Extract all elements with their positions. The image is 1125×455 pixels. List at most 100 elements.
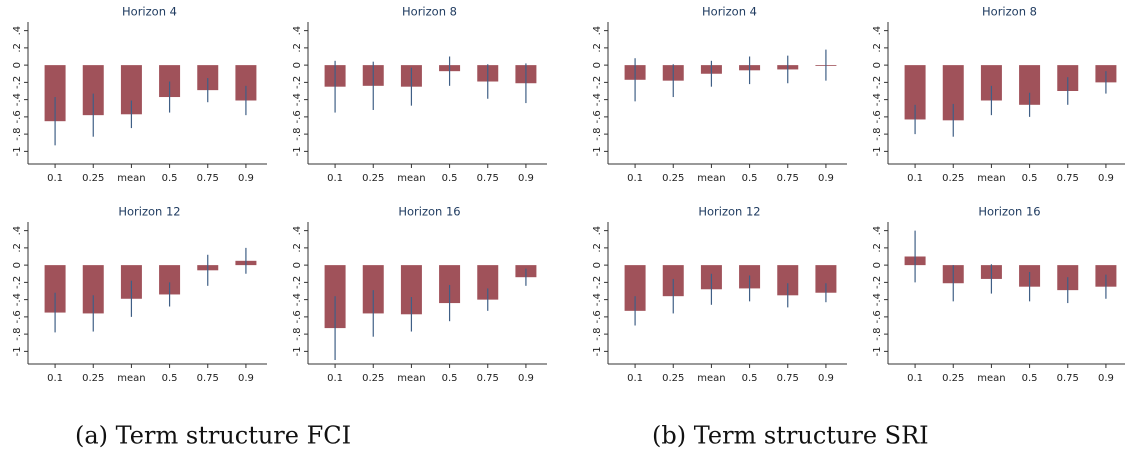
bar bbox=[624, 265, 646, 311]
y-tick-label: -1 bbox=[292, 146, 303, 156]
y-tick-label: 0 bbox=[872, 62, 883, 68]
bar bbox=[477, 265, 499, 300]
x-tick-label: mean bbox=[117, 373, 145, 384]
x-tick-label: 0.75 bbox=[197, 373, 219, 384]
y-tick-label: 0 bbox=[292, 62, 303, 68]
x-tick-label: 0.5 bbox=[442, 373, 458, 384]
bar bbox=[400, 265, 422, 315]
y-tick-label: -.8 bbox=[12, 328, 23, 341]
y-tick-label: -.6 bbox=[872, 110, 883, 123]
x-tick-label: 0.9 bbox=[818, 173, 834, 184]
x-tick-label: 0.25 bbox=[662, 173, 684, 184]
y-tick-label: -1 bbox=[872, 346, 883, 356]
y-tick-label: -.6 bbox=[592, 310, 603, 323]
x-tick-label: mean bbox=[397, 173, 425, 184]
y-tick-label: -.8 bbox=[292, 128, 303, 141]
chart-title: Horizon 12 bbox=[698, 205, 760, 219]
x-tick-label: 0.75 bbox=[777, 373, 799, 384]
x-tick-label: 0.1 bbox=[907, 373, 923, 384]
bar bbox=[120, 65, 142, 115]
y-tick-label: -.6 bbox=[592, 110, 603, 123]
x-tick-label: 0.25 bbox=[362, 373, 384, 384]
y-tick-label: .4 bbox=[592, 226, 603, 236]
x-tick-label: 0.5 bbox=[1022, 173, 1038, 184]
x-tick-label: 0.1 bbox=[327, 373, 343, 384]
y-tick-label: -.4 bbox=[292, 293, 303, 306]
x-tick-label: 0.9 bbox=[1098, 373, 1114, 384]
y-tick-label: -.4 bbox=[292, 93, 303, 106]
y-tick-label: -.4 bbox=[12, 93, 23, 106]
y-tick-label: -.2 bbox=[12, 76, 23, 89]
x-tick-label: mean bbox=[697, 373, 725, 384]
y-tick-label: -.6 bbox=[292, 110, 303, 123]
y-tick-label: -.2 bbox=[872, 76, 883, 89]
y-tick-label: 0 bbox=[592, 262, 603, 268]
chart-title: Horizon 4 bbox=[122, 5, 177, 19]
y-tick-label: 0 bbox=[12, 262, 23, 268]
y-tick-label: .2 bbox=[12, 43, 23, 53]
chart-title: Horizon 16 bbox=[978, 205, 1040, 219]
bar bbox=[1019, 65, 1041, 105]
y-tick-label: -.8 bbox=[592, 328, 603, 341]
y-tick-label: -.2 bbox=[592, 276, 603, 289]
y-tick-label: -.4 bbox=[872, 93, 883, 106]
y-tick-label: 0 bbox=[872, 262, 883, 268]
x-tick-label: 0.5 bbox=[742, 173, 758, 184]
x-tick-label: 0.25 bbox=[942, 173, 964, 184]
bar bbox=[159, 265, 181, 295]
y-tick-label: -.8 bbox=[12, 128, 23, 141]
y-tick-label: -.2 bbox=[292, 276, 303, 289]
bar bbox=[815, 265, 837, 293]
y-tick-label: -.2 bbox=[12, 276, 23, 289]
bar bbox=[777, 265, 799, 296]
x-tick-label: 0.1 bbox=[47, 373, 63, 384]
y-tick-label: .2 bbox=[872, 43, 883, 53]
y-tick-label: 0 bbox=[592, 62, 603, 68]
x-tick-label: 0.9 bbox=[518, 173, 534, 184]
y-tick-label: .4 bbox=[12, 226, 23, 236]
y-tick-label: -.4 bbox=[592, 93, 603, 106]
y-tick-label: -.4 bbox=[592, 293, 603, 306]
x-tick-label: 0.1 bbox=[47, 173, 63, 184]
y-tick-label: -.8 bbox=[872, 128, 883, 141]
x-tick-label: mean bbox=[397, 373, 425, 384]
y-tick-label: 0 bbox=[12, 62, 23, 68]
x-tick-label: 0.1 bbox=[907, 173, 923, 184]
y-tick-label: -.6 bbox=[292, 310, 303, 323]
y-tick-label: -.4 bbox=[872, 293, 883, 306]
y-tick-label: .4 bbox=[292, 26, 303, 36]
y-tick-label: .4 bbox=[292, 226, 303, 236]
chart-title: Horizon 16 bbox=[398, 205, 460, 219]
y-tick-label: -.8 bbox=[592, 128, 603, 141]
chart-title: Horizon 8 bbox=[402, 5, 457, 19]
bar bbox=[159, 65, 181, 98]
x-tick-label: 0.75 bbox=[197, 173, 219, 184]
x-tick-label: 0.5 bbox=[162, 373, 178, 384]
y-tick-label: .2 bbox=[592, 243, 603, 253]
x-tick-label: 0.75 bbox=[1057, 373, 1079, 384]
x-tick-label: 0.5 bbox=[742, 373, 758, 384]
x-tick-label: mean bbox=[977, 173, 1005, 184]
bar bbox=[235, 65, 257, 101]
caption: (b) Term structure SRI bbox=[652, 422, 929, 450]
x-tick-label: 0.5 bbox=[1022, 373, 1038, 384]
y-tick-label: -.6 bbox=[12, 110, 23, 123]
y-tick-label: 0 bbox=[292, 262, 303, 268]
bar bbox=[980, 65, 1002, 101]
y-tick-label: -.2 bbox=[292, 76, 303, 89]
x-tick-label: 0.9 bbox=[238, 173, 254, 184]
x-tick-label: 0.1 bbox=[627, 373, 643, 384]
x-tick-label: 0.75 bbox=[777, 173, 799, 184]
x-tick-label: 0.1 bbox=[627, 173, 643, 184]
y-tick-label: -.8 bbox=[872, 328, 883, 341]
chart-title: Horizon 12 bbox=[118, 205, 180, 219]
y-tick-label: .2 bbox=[292, 243, 303, 253]
y-tick-label: .2 bbox=[12, 243, 23, 253]
x-tick-label: 0.1 bbox=[327, 173, 343, 184]
y-tick-label: -.4 bbox=[12, 293, 23, 306]
y-tick-label: .4 bbox=[872, 226, 883, 236]
y-tick-label: -1 bbox=[12, 346, 23, 356]
x-tick-label: 0.75 bbox=[477, 173, 499, 184]
y-tick-label: -1 bbox=[592, 346, 603, 356]
